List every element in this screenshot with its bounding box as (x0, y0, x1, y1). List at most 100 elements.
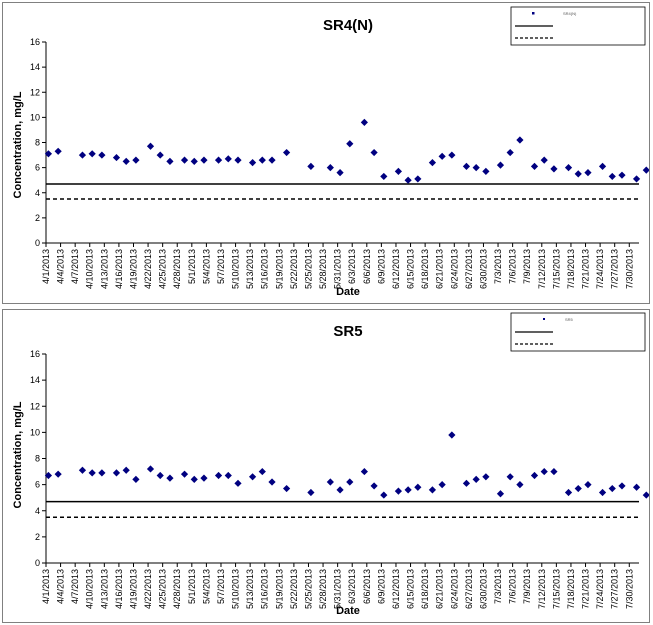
x-tick-label: 6/30/2013 (478, 569, 488, 609)
x-tick-label: 7/30/2013 (624, 249, 634, 289)
x-tick-label: 7/18/2013 (566, 249, 576, 289)
x-tick-label: 6/24/2013 (449, 569, 459, 609)
x-tick-label: 4/16/2013 (114, 249, 124, 289)
x-tick-label: 5/4/2013 (201, 249, 211, 284)
x-tick-label: 6/15/2013 (406, 249, 416, 289)
y-tick-label: 0 (35, 558, 40, 568)
data-point (132, 475, 140, 483)
y-tick-label: 10 (30, 112, 40, 122)
data-point (482, 167, 490, 175)
y-tick-label: 12 (30, 87, 40, 97)
x-tick-label: 6/24/2013 (449, 249, 459, 289)
legend: SR5 (510, 312, 646, 352)
data-point (608, 484, 616, 493)
x-axis-title: Date (336, 286, 360, 298)
x-tick-label: 5/31/2013 (333, 569, 343, 609)
data-point (584, 481, 592, 489)
data-point (574, 484, 582, 493)
data-point (248, 473, 257, 481)
data-point (472, 475, 480, 483)
x-tick-label: 7/3/2013 (493, 569, 503, 604)
x-tick-label: 6/6/2013 (362, 249, 372, 284)
data-point (632, 175, 641, 183)
x-tick-label: 4/25/2013 (158, 569, 168, 609)
data-point (380, 491, 388, 499)
y-tick-label: 0 (35, 238, 40, 248)
data-point (360, 467, 368, 476)
x-tick-label: 6/9/2013 (376, 249, 386, 284)
data-point (146, 142, 155, 150)
x-tick-label: 5/16/2013 (260, 249, 270, 289)
x-tick-label: 4/7/2013 (70, 249, 80, 284)
x-tick-label: 4/4/2013 (56, 249, 66, 284)
y-tick-label: 16 (30, 349, 40, 359)
data-point (540, 156, 548, 164)
x-tick-label: 5/19/2013 (274, 249, 284, 289)
data-point (234, 479, 242, 487)
x-tick-label: 5/13/2013 (245, 249, 255, 289)
x-tick-label: 7/27/2013 (610, 249, 620, 289)
data-point (516, 136, 524, 144)
x-tick-label: 5/1/2013 (187, 569, 197, 604)
x-tick-label: 5/1/2013 (187, 249, 197, 284)
x-tick-label: 6/12/2013 (391, 249, 401, 289)
data-point (598, 488, 607, 497)
data-point (360, 118, 368, 126)
y-tick-label: 2 (35, 213, 40, 223)
x-tick-label: 4/22/2013 (143, 249, 153, 289)
x-tick-label: 4/4/2013 (56, 569, 66, 604)
data-point (88, 150, 96, 158)
y-tick-label: 2 (35, 532, 40, 542)
data-point (268, 156, 276, 164)
x-tick-label: 6/27/2013 (464, 569, 474, 609)
data-point (564, 164, 573, 172)
data-point (496, 161, 505, 169)
data-point (540, 467, 548, 476)
data-point (346, 478, 354, 486)
chart-title: SR5 (333, 323, 362, 340)
x-tick-label: 7/6/2013 (508, 569, 518, 604)
data-point (98, 469, 106, 477)
x-tick-label: 7/21/2013 (581, 249, 591, 289)
y-tick-label: 14 (30, 375, 40, 385)
data-point (234, 156, 242, 164)
y-tick-label: 6 (35, 480, 40, 490)
x-tick-label: 6/15/2013 (406, 569, 416, 609)
chart-sr4n: SR4(N) Date Concentration, mg/L SR4(N) 0… (12, 6, 649, 298)
data-point (180, 470, 189, 478)
y-tick-label: 10 (30, 427, 40, 437)
data-point (632, 483, 641, 491)
x-tick-label: 7/9/2013 (522, 249, 532, 284)
x-tick-label: 5/25/2013 (303, 249, 313, 289)
data-point (166, 157, 174, 165)
x-tick-label: 6/3/2013 (347, 569, 357, 604)
x-tick-label: 4/19/2013 (128, 569, 138, 609)
data-point (98, 151, 106, 159)
data-point (214, 156, 223, 164)
x-tick-label: 4/19/2013 (128, 249, 138, 289)
data-point (370, 148, 378, 157)
data-point (44, 150, 53, 158)
x-tick-label: 7/12/2013 (537, 249, 547, 289)
legend-marker (543, 318, 545, 320)
data-point (156, 151, 164, 159)
data-point (642, 491, 649, 499)
x-tick-label: 7/24/2013 (595, 569, 605, 609)
x-tick-label: 7/18/2013 (566, 569, 576, 609)
y-tick-label: 12 (30, 401, 40, 411)
data-point (346, 140, 354, 148)
data-point (200, 156, 208, 164)
x-tick-label: 7/24/2013 (595, 249, 605, 289)
data-point (608, 172, 616, 181)
x-tick-label: 7/15/2013 (551, 249, 561, 289)
data-point (618, 482, 626, 490)
legend-label: SR4(N) (563, 11, 577, 16)
data-point (462, 479, 471, 487)
data-point (550, 165, 558, 173)
x-tick-label: 4/1/2013 (41, 249, 51, 284)
data-point (180, 156, 189, 164)
data-point (224, 155, 232, 163)
data-point (462, 162, 471, 170)
x-tick-label: 4/25/2013 (158, 249, 168, 289)
x-tick-label: 4/16/2013 (114, 569, 124, 609)
